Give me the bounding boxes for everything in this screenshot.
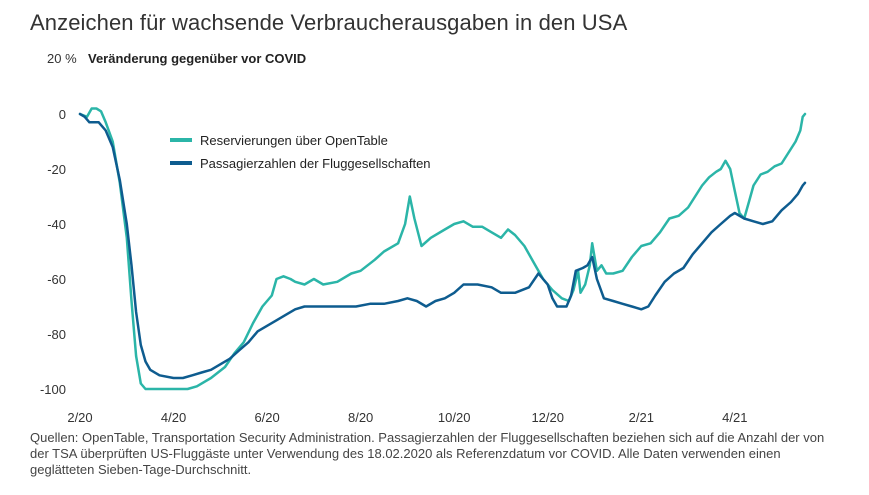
y-tick-label: 0 [59, 107, 66, 122]
x-axis: 2/20 4/20 6/20 8/20 10/20 12/20 2/21 4/21 [67, 410, 747, 425]
series-line-opentable [78, 107, 807, 391]
y-tick-label: -20 [47, 162, 66, 177]
y-axis: 0 -20 -40 -60 -80 -100 [40, 107, 66, 397]
x-tick-label: 12/20 [531, 410, 564, 425]
x-tick-label: 6/20 [254, 410, 279, 425]
legend-label-opentable: Reservierungen über OpenTable [200, 133, 388, 148]
y-tick-label: -60 [47, 272, 66, 287]
series-lines [78, 107, 807, 391]
source-note: Quellen: OpenTable, Transportation Secur… [30, 430, 825, 477]
x-tick-label: 4/21 [722, 410, 747, 425]
y-tick-label: -80 [47, 327, 66, 342]
chart-subtitle: Veränderung gegenüber vor COVID [88, 51, 307, 66]
legend: Reservierungen über OpenTable Passagierz… [170, 133, 431, 171]
series-line-fluggesellschaften [78, 112, 807, 380]
y-tick-label: -40 [47, 217, 66, 232]
x-tick-label: 4/20 [161, 410, 186, 425]
y-axis-unit-label: 20 % [47, 51, 77, 66]
x-tick-label: 10/20 [438, 410, 471, 425]
legend-label-fluggesellschaften: Passagierzahlen der Fluggesellschaften [200, 156, 431, 171]
x-tick-label: 8/20 [348, 410, 373, 425]
x-tick-label: 2/21 [629, 410, 654, 425]
x-tick-label: 2/20 [67, 410, 92, 425]
chart-title: Anzeichen für wachsende Verbraucherausga… [30, 10, 628, 35]
y-tick-label: -100 [40, 382, 66, 397]
